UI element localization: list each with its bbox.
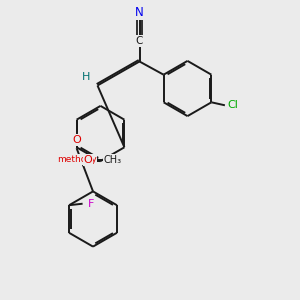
Text: H: H — [82, 72, 90, 82]
Text: N: N — [135, 5, 144, 19]
Text: Cl: Cl — [228, 100, 238, 110]
Text: C: C — [136, 36, 143, 46]
Text: O: O — [72, 135, 81, 145]
Text: F: F — [88, 199, 94, 209]
Text: O: O — [83, 155, 92, 165]
Text: CH₃: CH₃ — [103, 155, 122, 165]
Text: methoxy: methoxy — [57, 155, 96, 164]
